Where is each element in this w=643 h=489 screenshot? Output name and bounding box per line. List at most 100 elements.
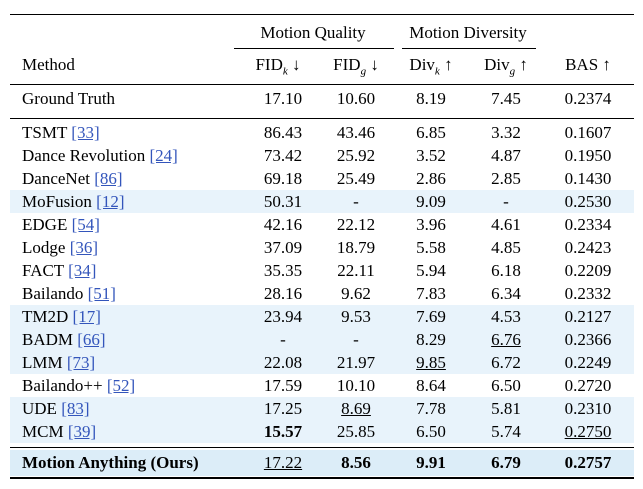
divk-cell: 6.85 [416, 123, 446, 142]
fidg-cell: 9.62 [341, 284, 371, 303]
table-row: TSMT [33] 86.43 43.46 6.85 3.32 0.1607 [10, 121, 634, 144]
divg-cell: 3.32 [491, 123, 521, 142]
column-header-fidg: FIDg ↓ [333, 55, 379, 78]
bas-cell: 0.2209 [564, 261, 612, 280]
fidk-cell: 37.09 [263, 238, 303, 257]
fidg-cell: 25.49 [336, 169, 376, 188]
citation-link[interactable]: [51] [87, 284, 116, 303]
divg-cell: 5.81 [491, 399, 521, 418]
method-cell: TM2D [17] [22, 307, 101, 326]
divk-cell: 6.50 [416, 422, 446, 441]
top-rule [10, 14, 634, 15]
method-cell: MCM [39] [22, 422, 97, 441]
method-cell: Bailando++ [52] [22, 376, 136, 395]
fidg-cell: - [353, 330, 359, 349]
citation-link[interactable]: [66] [77, 330, 106, 349]
divg-cell: 6.76 [491, 330, 521, 349]
divk-cell: 7.78 [416, 399, 446, 418]
divg-cell: 5.74 [491, 422, 521, 441]
diversity-cmidrule [402, 48, 536, 49]
divk-cell: 5.58 [416, 238, 446, 257]
table-row: UDE [83] 17.25 8.69 7.78 5.81 0.2310 [10, 397, 634, 420]
method-cell: BADM [66] [22, 330, 106, 349]
citation-link[interactable]: [54] [71, 215, 100, 234]
citation-link[interactable]: [33] [71, 123, 100, 142]
bas-cell: 0.2366 [564, 330, 612, 349]
bas-cell: 0.1950 [564, 146, 612, 165]
fidk-cell: 73.42 [263, 146, 303, 165]
divk-cell: 3.96 [416, 215, 446, 234]
ground-truth-row: Ground Truth 17.10 10.60 8.19 7.45 0.237… [10, 87, 634, 110]
divg-cell: 6.18 [491, 261, 521, 280]
fidg-cell: 8.69 [341, 399, 371, 418]
fidk-cell: 69.18 [263, 169, 303, 188]
method-cell: Motion Anything (Ours) [22, 453, 199, 472]
quality-cmidrule [234, 48, 394, 49]
citation-link[interactable]: [24] [149, 146, 178, 165]
method-cell: TSMT [33] [22, 123, 100, 142]
table-row: EDGE [54] 42.16 22.12 3.96 4.61 0.2334 [10, 213, 634, 236]
fidg-cell: - [353, 192, 359, 211]
group-header-quality: Motion Quality [260, 23, 366, 42]
divg-cell: 4.61 [491, 215, 521, 234]
bas-cell: 0.2720 [564, 376, 612, 395]
fidg-cell: 9.53 [341, 307, 371, 326]
ours-row: Motion Anything (Ours) 17.22 8.56 9.91 6… [10, 450, 634, 476]
divk-cell: 8.19 [416, 89, 446, 108]
table-row: FACT [34] 35.35 22.11 5.94 6.18 0.2209 [10, 259, 634, 282]
bas-cell: 0.2310 [564, 399, 612, 418]
citation-link[interactable]: [86] [94, 169, 123, 188]
bas-cell: 0.1430 [564, 169, 612, 188]
column-header-bas: BAS ↑ [565, 55, 611, 74]
column-header-method: Method [22, 55, 75, 74]
method-cell: Lodge [36] [22, 238, 99, 257]
fidg-cell: 25.92 [336, 146, 376, 165]
citation-link[interactable]: [52] [106, 376, 136, 395]
fidk-cell: - [280, 330, 286, 349]
citation-link[interactable]: [34] [68, 261, 97, 280]
fidk-cell: 15.57 [263, 422, 303, 441]
divg-cell: - [503, 192, 509, 211]
divk-cell: 5.94 [416, 261, 446, 280]
table-row: MoFusion [12] 50.31 - 9.09 - 0.2530 [10, 190, 634, 213]
divk-cell: 7.83 [416, 284, 446, 303]
fidk-cell: 17.10 [263, 89, 303, 108]
method-cell: FACT [34] [22, 261, 97, 280]
table-row: Bailando++ [52] 17.59 10.10 8.64 6.50 0.… [10, 374, 634, 397]
fidg-cell: 21.97 [336, 353, 376, 372]
citation-link[interactable]: [83] [61, 399, 90, 418]
citation-link[interactable]: [12] [96, 192, 125, 211]
method-cell: Ground Truth [22, 89, 116, 108]
table-row: Dance Revolution [24] 73.42 25.92 3.52 4… [10, 144, 634, 167]
divg-cell: 6.34 [491, 284, 521, 303]
bas-cell: 0.2750 [564, 422, 612, 441]
citation-link[interactable]: [73] [66, 353, 96, 372]
divg-cell: 4.85 [491, 238, 521, 257]
citation-link[interactable]: [36] [69, 238, 99, 257]
header-rule [10, 84, 634, 85]
table-row: Lodge [36] 37.09 18.79 5.58 4.85 0.2423 [10, 236, 634, 259]
fidg-cell: 10.10 [336, 376, 376, 395]
bas-cell: 0.2423 [564, 238, 612, 257]
fidg-cell: 18.79 [336, 238, 376, 257]
column-header-divg: Divg ↑ [484, 55, 528, 78]
divg-cell: 6.79 [491, 453, 521, 472]
results-rule [10, 447, 634, 448]
table-row: BADM [66] - - 8.29 6.76 0.2366 [10, 328, 634, 351]
divg-cell: 7.45 [491, 89, 521, 108]
bas-cell: 0.2530 [564, 192, 612, 211]
fidk-cell: 42.16 [263, 215, 303, 234]
citation-link[interactable]: [39] [67, 422, 97, 441]
divk-cell: 8.64 [416, 376, 446, 395]
table-row: TM2D [17] 23.94 9.53 7.69 4.53 0.2127 [10, 305, 634, 328]
citation-link[interactable]: [17] [72, 307, 101, 326]
column-header-fidk: FIDk ↓ [255, 55, 301, 78]
fidg-cell: 25.85 [336, 422, 376, 441]
divg-cell: 4.53 [491, 307, 521, 326]
method-cell: MoFusion [12] [22, 192, 125, 211]
method-cell: Bailando [51] [22, 284, 116, 303]
divk-cell: 2.86 [416, 169, 446, 188]
divk-cell: 7.69 [416, 307, 446, 326]
fidk-cell: 17.25 [263, 399, 303, 418]
fidk-cell: 50.31 [263, 192, 303, 211]
